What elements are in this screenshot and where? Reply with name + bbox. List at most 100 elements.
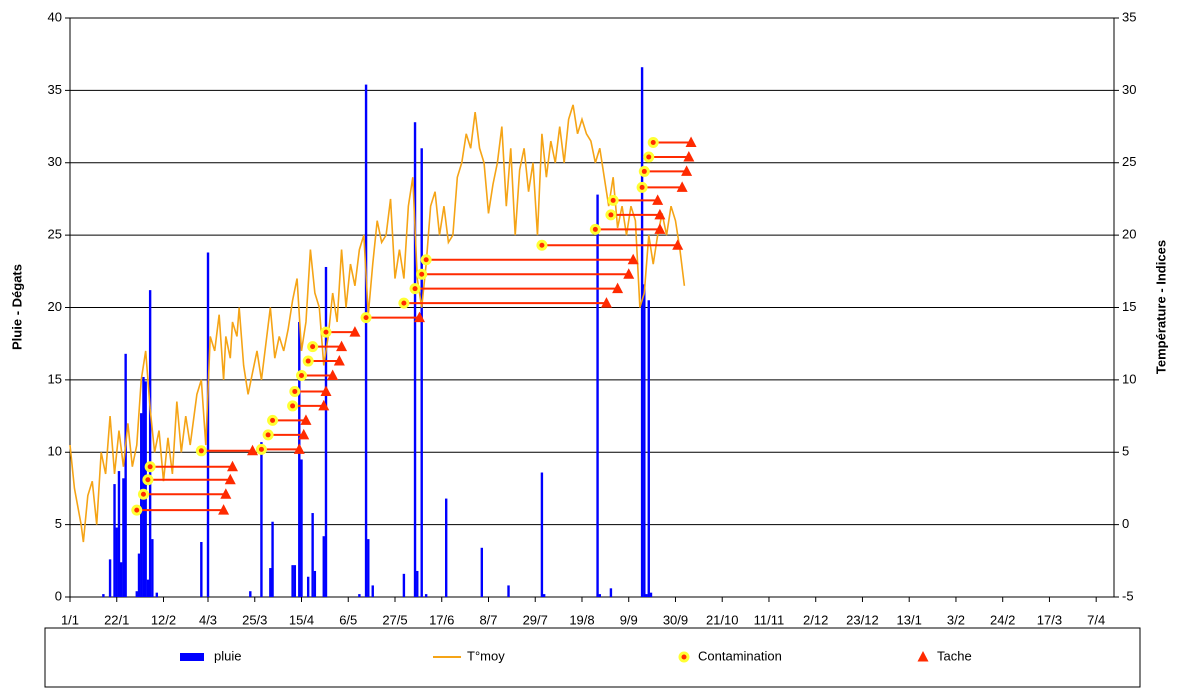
bar bbox=[507, 585, 510, 597]
contamination-point bbox=[292, 388, 298, 394]
bar bbox=[402, 573, 406, 597]
contamination-point bbox=[145, 477, 151, 483]
bar bbox=[424, 594, 428, 597]
y-tick-label: 25 bbox=[48, 227, 62, 242]
tache-point bbox=[600, 297, 612, 308]
bar bbox=[269, 568, 272, 597]
contamination-point bbox=[363, 315, 369, 321]
bar bbox=[367, 539, 370, 597]
contamination-point bbox=[323, 329, 329, 335]
contamination-point bbox=[650, 139, 656, 145]
y2-tick-label: 15 bbox=[1122, 299, 1136, 314]
x-tick-label: 22/1 bbox=[104, 612, 129, 627]
tache-point bbox=[298, 428, 310, 440]
tache-point bbox=[318, 399, 330, 411]
bar bbox=[306, 576, 310, 597]
x-tick-label: 21/10 bbox=[706, 612, 739, 627]
x-tick-label: 24/2 bbox=[990, 612, 1015, 627]
bar bbox=[113, 484, 116, 597]
contamination-point bbox=[147, 464, 153, 470]
contamination-point bbox=[198, 448, 204, 454]
y-tick-label: 5 bbox=[55, 516, 62, 531]
x-tick-label: 12/2 bbox=[151, 612, 176, 627]
bar bbox=[542, 594, 546, 597]
bar bbox=[122, 478, 125, 597]
y2-tick-label: 30 bbox=[1122, 82, 1136, 97]
contamination-point bbox=[305, 358, 311, 364]
tache-point bbox=[293, 443, 305, 454]
tache-point bbox=[654, 208, 666, 220]
tache-point bbox=[300, 414, 312, 425]
bar bbox=[291, 565, 294, 597]
tache-point bbox=[349, 326, 361, 337]
bar bbox=[142, 376, 145, 597]
x-tick-label: 2/12 bbox=[803, 612, 828, 627]
tache-point bbox=[218, 504, 230, 515]
bar bbox=[364, 84, 368, 597]
bar bbox=[124, 353, 127, 597]
bar bbox=[300, 459, 303, 597]
x-tick-label: 25/3 bbox=[242, 612, 267, 627]
bar bbox=[206, 252, 210, 597]
contamination-point bbox=[641, 168, 647, 174]
bar bbox=[371, 585, 374, 597]
bar bbox=[119, 562, 123, 597]
contamination-point bbox=[592, 226, 598, 232]
bar bbox=[271, 521, 274, 597]
x-tick-label: 15/4 bbox=[289, 612, 314, 627]
bar bbox=[645, 594, 648, 597]
tache-point bbox=[224, 473, 236, 485]
bar bbox=[311, 513, 314, 597]
bar bbox=[313, 570, 317, 597]
x-tick-label: 11/11 bbox=[754, 612, 785, 627]
bar bbox=[413, 122, 417, 597]
bar bbox=[137, 553, 141, 597]
contamination-point bbox=[140, 491, 146, 497]
y-tick-label: 40 bbox=[48, 9, 62, 24]
bar bbox=[151, 539, 154, 597]
y-tick-label: 10 bbox=[48, 444, 62, 459]
bar bbox=[640, 67, 644, 598]
x-tick-label: 4/3 bbox=[199, 612, 217, 627]
bar bbox=[102, 594, 105, 597]
x-tick-label: 3/2 bbox=[947, 612, 965, 627]
contamination-point bbox=[290, 403, 296, 409]
bar bbox=[480, 547, 484, 597]
contamination-point bbox=[608, 212, 614, 218]
tache-point bbox=[654, 223, 666, 234]
bar bbox=[144, 381, 147, 597]
contamination-point bbox=[401, 300, 407, 306]
x-tick-label: 19/8 bbox=[569, 612, 594, 627]
tache-point bbox=[685, 136, 697, 147]
legend-label: Tache bbox=[937, 648, 972, 663]
bar bbox=[643, 284, 646, 597]
x-tick-label: 29/7 bbox=[523, 612, 548, 627]
x-tick-label: 17/3 bbox=[1037, 612, 1062, 627]
bar bbox=[108, 559, 112, 597]
x-tick-label: 13/1 bbox=[897, 612, 922, 627]
tache-point bbox=[247, 444, 259, 456]
legend-swatch bbox=[180, 653, 204, 661]
bar bbox=[324, 266, 328, 597]
bar bbox=[420, 148, 423, 597]
bar bbox=[249, 591, 252, 597]
bar bbox=[260, 442, 263, 597]
tache-point bbox=[333, 355, 345, 366]
y2-tick-label: -5 bbox=[1122, 588, 1134, 603]
x-tick-label: 27/5 bbox=[382, 612, 407, 627]
contamination-point bbox=[299, 373, 305, 379]
bar bbox=[146, 579, 150, 597]
legend-label: Contamination bbox=[698, 648, 782, 663]
bar bbox=[647, 300, 650, 597]
bar bbox=[140, 413, 143, 597]
bar bbox=[649, 592, 653, 597]
contamination-point bbox=[423, 257, 429, 263]
contamination-point bbox=[270, 417, 276, 423]
contamination-point bbox=[258, 446, 264, 452]
y-axis-title: Pluie - Dégats bbox=[9, 264, 24, 350]
tache-point bbox=[220, 488, 232, 499]
x-tick-label: 17/6 bbox=[429, 612, 454, 627]
bar bbox=[117, 471, 121, 597]
y-tick-label: 0 bbox=[55, 588, 62, 603]
